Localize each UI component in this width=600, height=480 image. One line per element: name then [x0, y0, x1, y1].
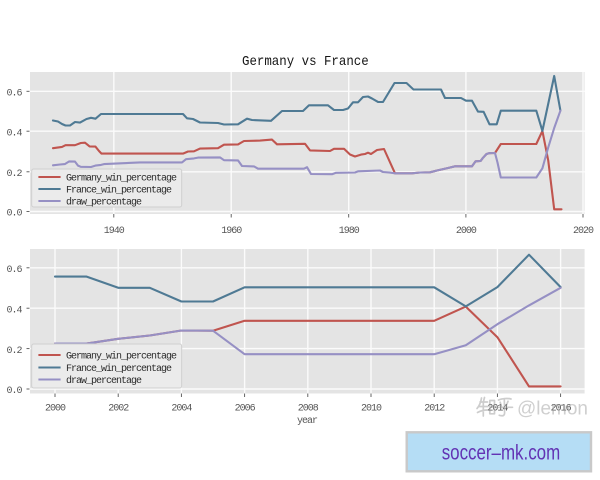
svg-text:Germany vs France: Germany vs France — [242, 54, 369, 70]
svg-text:0.2: 0.2 — [6, 169, 22, 180]
svg-text:0.6: 0.6 — [6, 89, 22, 100]
svg-text:year: year — [297, 416, 318, 427]
svg-text:2006: 2006 — [235, 403, 256, 414]
svg-text:2000: 2000 — [456, 226, 477, 237]
svg-text:soccer–mk.com: soccer–mk.com — [442, 442, 561, 465]
svg-text:0.4: 0.4 — [6, 128, 22, 139]
svg-text:Germany_win_percentage: Germany_win_percentage — [66, 173, 177, 185]
svg-text:0.2: 0.2 — [6, 346, 22, 357]
svg-text:2000: 2000 — [45, 403, 66, 414]
svg-text:2014: 2014 — [487, 403, 508, 414]
svg-text:2002: 2002 — [108, 403, 129, 414]
svg-text:0.0: 0.0 — [6, 209, 22, 220]
svg-text:0.6: 0.6 — [6, 265, 22, 276]
svg-text:@lemon: @lemon — [517, 399, 588, 420]
svg-text:France_win_percentage: France_win_percentage — [66, 363, 172, 375]
svg-text:2016: 2016 — [551, 403, 572, 414]
svg-text:2004: 2004 — [171, 403, 192, 414]
svg-text:0.4: 0.4 — [6, 305, 22, 316]
svg-text:2020: 2020 — [573, 226, 594, 237]
svg-text:2012: 2012 — [424, 403, 445, 414]
svg-text:Germany_win_percentage: Germany_win_percentage — [66, 351, 177, 363]
svg-text:draw_percentage: draw_percentage — [66, 375, 142, 387]
svg-text:2010: 2010 — [361, 403, 382, 414]
svg-text:1940: 1940 — [104, 226, 125, 237]
svg-text:1980: 1980 — [339, 226, 360, 237]
svg-text:1960: 1960 — [221, 226, 242, 237]
svg-text:2008: 2008 — [298, 403, 319, 414]
svg-text:0.0: 0.0 — [6, 386, 22, 397]
svg-text:draw_percentage: draw_percentage — [66, 197, 142, 209]
svg-text:France_win_percentage: France_win_percentage — [66, 185, 172, 197]
